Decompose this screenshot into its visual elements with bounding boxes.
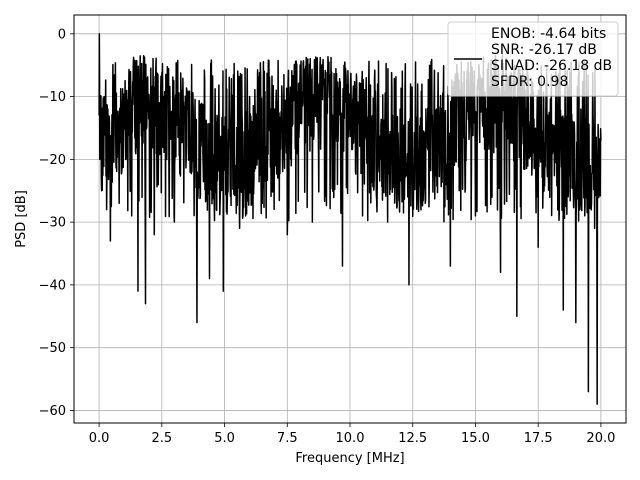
- legend: ENOB: -4.64 bits SNR: -26.17 dB SINAD: -26…: [447, 21, 619, 97]
- x-tick-label: 7.5: [277, 431, 298, 446]
- y-tick-label: −20: [39, 153, 66, 168]
- x-tick-label: 12.5: [398, 431, 427, 446]
- legend-line: SNR: -26.17 dB: [491, 42, 597, 58]
- y-tick-label: −50: [39, 341, 66, 356]
- x-ticks: 0.0 2.5 5.0 7.5 10.0 12.5 15.0 17.5 20.0: [89, 423, 615, 446]
- legend-line: ENOB: -4.64 bits: [491, 26, 606, 42]
- y-tick-label: −10: [39, 90, 66, 105]
- y-tick-label: −40: [39, 278, 66, 293]
- y-tick-label: −30: [39, 216, 66, 231]
- x-tick-label: 5.0: [214, 431, 235, 446]
- x-tick-label: 17.5: [524, 431, 553, 446]
- legend-entry: ENOB: -4.64 bits SNR: -26.17 dB SINAD: -26…: [491, 26, 612, 90]
- y-ticks: 0 −10 −20 −30 −40 −50 −60: [39, 27, 74, 419]
- x-tick-label: 10.0: [336, 431, 365, 446]
- x-tick-label: 15.0: [461, 431, 490, 446]
- series-layer: [98, 33, 602, 405]
- legend-line: SINAD: -26.18 dB: [491, 58, 612, 74]
- x-tick-label: 0.0: [89, 431, 110, 446]
- x-axis-label: Frequency [MHz]: [295, 451, 404, 466]
- y-axis-label: PSD [dB]: [14, 190, 29, 248]
- x-tick-label: 20.0: [586, 431, 615, 446]
- y-tick-label: 0: [58, 27, 66, 42]
- x-tick-label: 2.5: [151, 431, 172, 446]
- legend-box: [447, 21, 619, 97]
- y-tick-label: −60: [39, 404, 66, 419]
- psd-series-line: [98, 33, 602, 405]
- legend-line: SFDR: 0.98: [491, 74, 568, 90]
